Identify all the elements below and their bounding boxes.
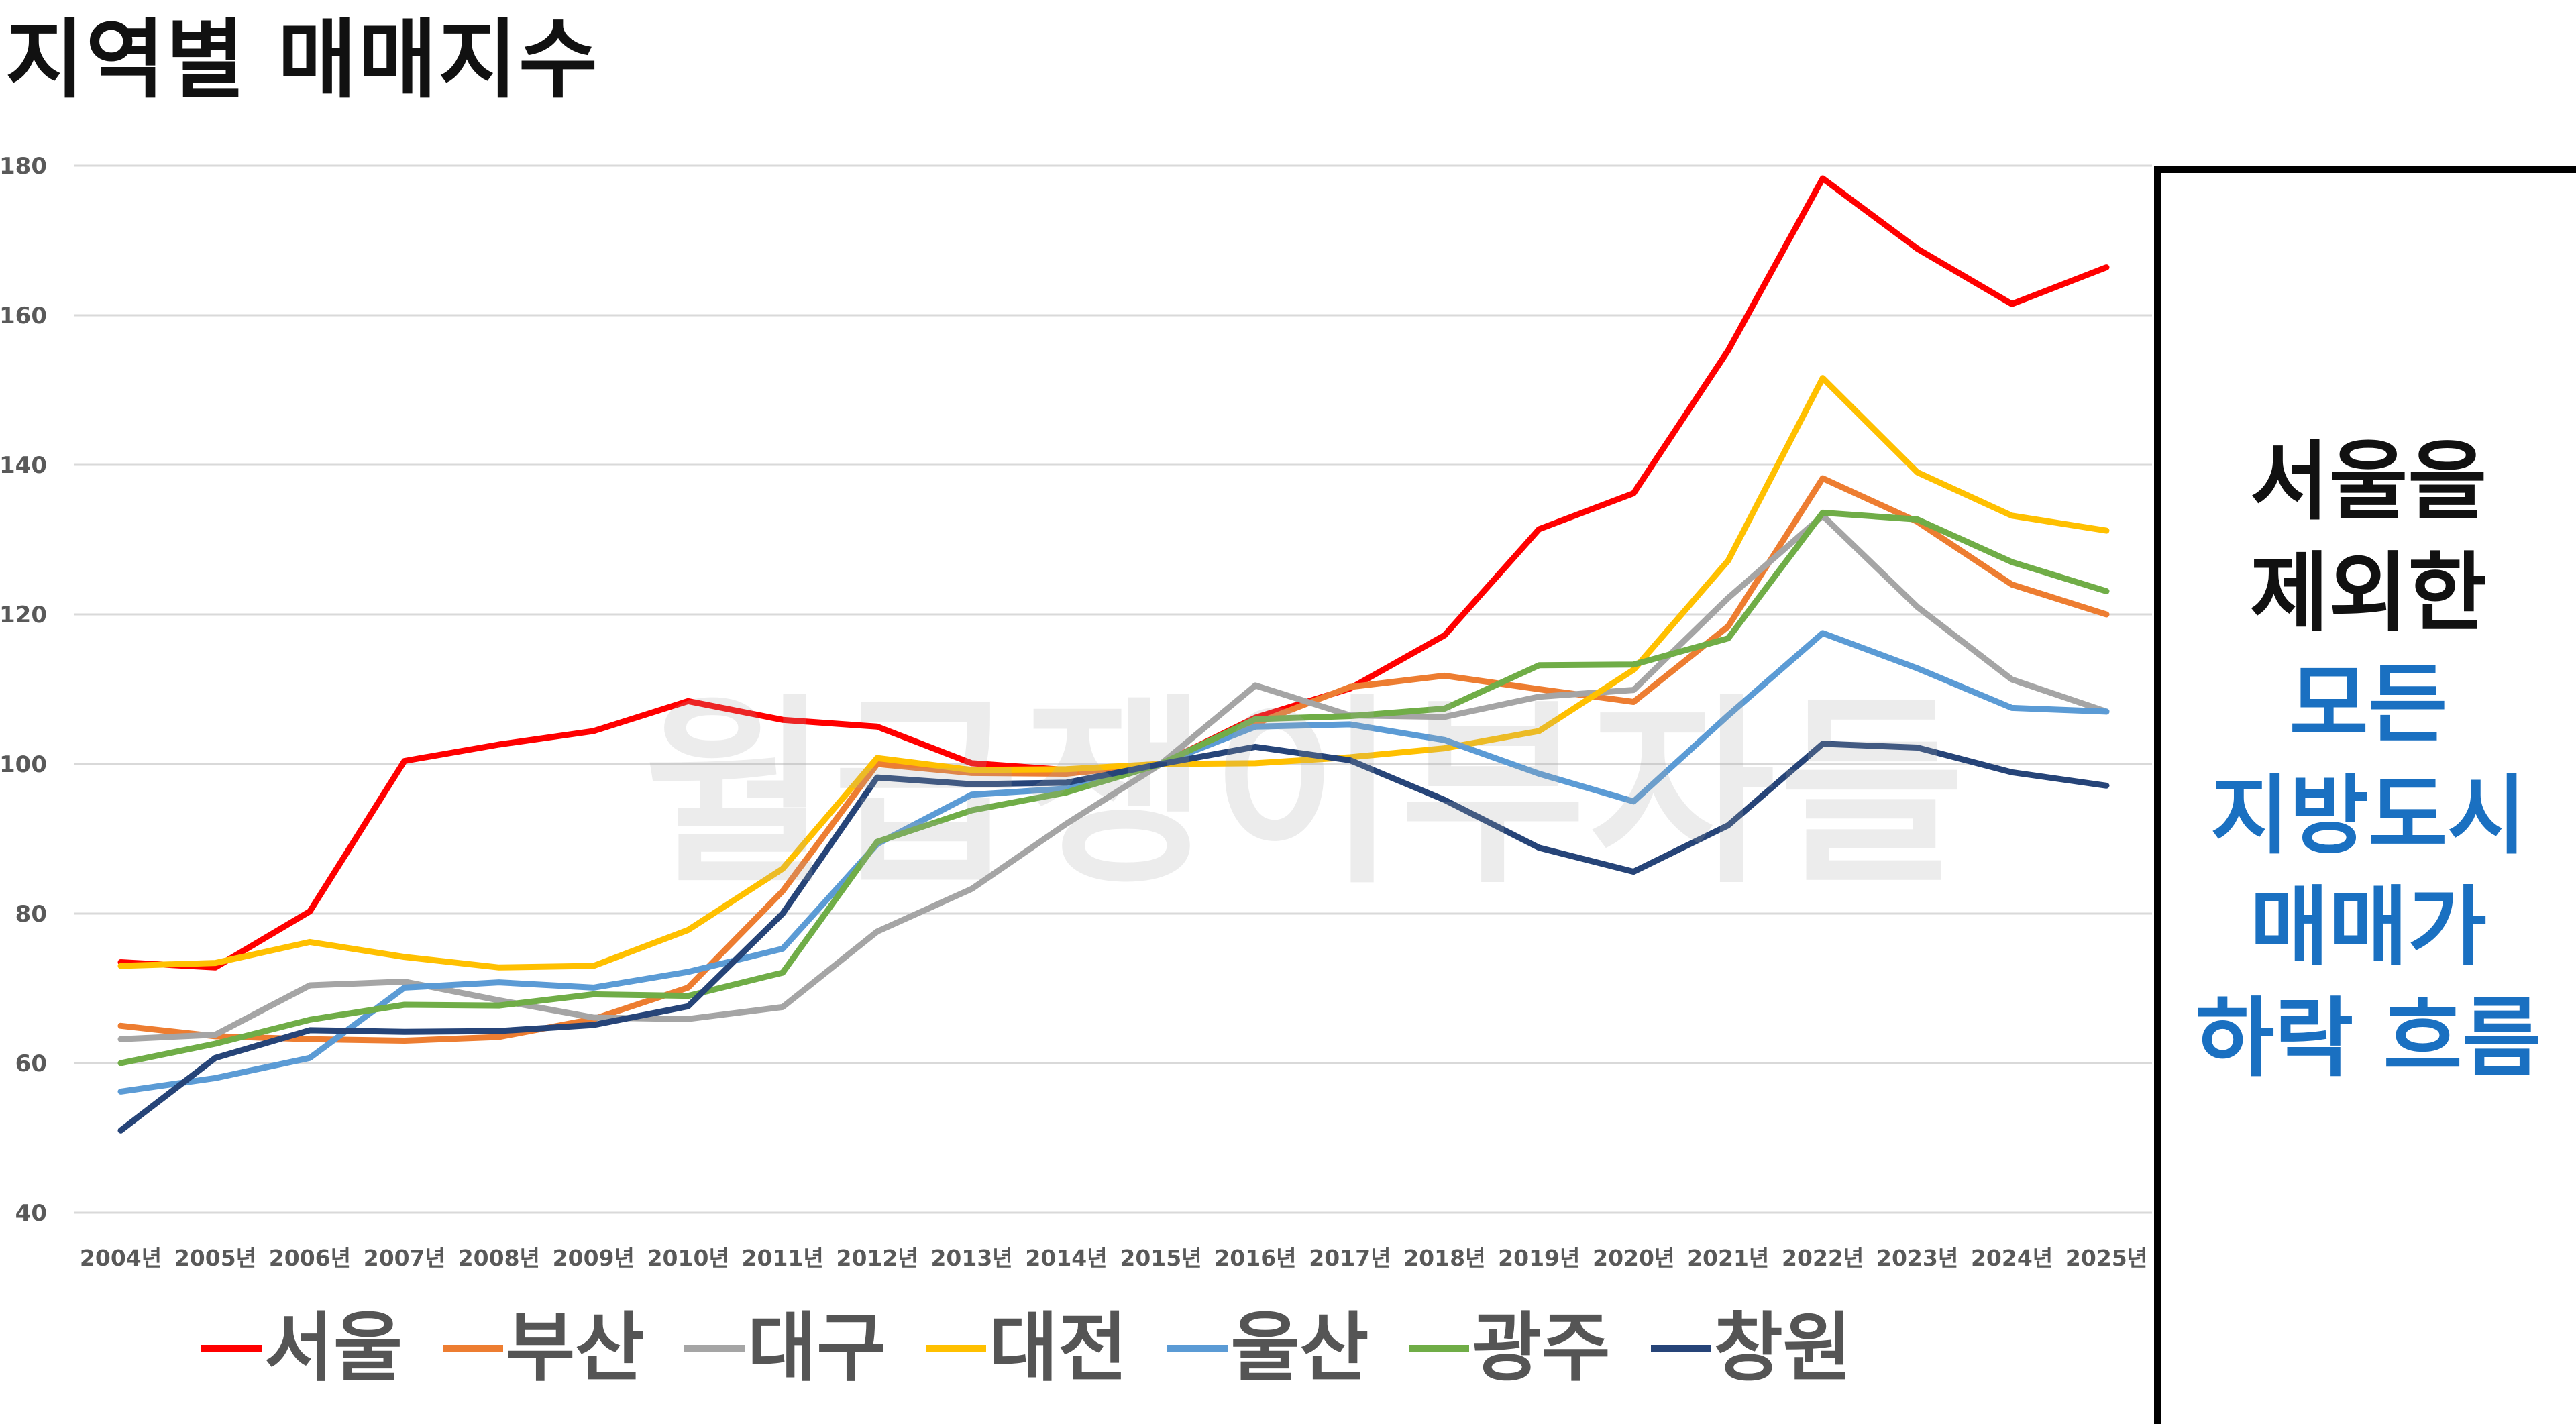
series-line-울산 bbox=[117, 630, 2110, 1095]
x-tick-label: 2009년 bbox=[553, 1245, 635, 1271]
x-tick-label: 2025년 bbox=[2065, 1245, 2147, 1271]
x-tick-label: 2012년 bbox=[837, 1245, 918, 1271]
chart-legend: 서울 부산 대구 대전 울산 광주 창원 bbox=[201, 1301, 1852, 1395]
y-tick-label: 80 bbox=[15, 901, 47, 928]
x-tick-label: 2006년 bbox=[269, 1245, 351, 1271]
y-tick-label: 180 bbox=[0, 153, 47, 180]
y-tick-label: 160 bbox=[0, 303, 47, 329]
annotation-line-highlight: 모든 bbox=[2289, 655, 2448, 755]
legend-label: 대구 bbox=[747, 1305, 886, 1392]
x-tick-label: 2014년 bbox=[1025, 1245, 1107, 1271]
y-tick-label: 120 bbox=[0, 602, 47, 628]
legend-swatch bbox=[1650, 1345, 1711, 1352]
annotation-line-highlight: 하락 흐름 bbox=[2195, 989, 2542, 1089]
x-tick-label: 2016년 bbox=[1214, 1245, 1296, 1271]
annotation-line: 제외한 bbox=[2249, 543, 2487, 643]
legend-swatch bbox=[443, 1345, 504, 1352]
x-tick-label: 2018년 bbox=[1403, 1245, 1485, 1271]
legend-swatch bbox=[926, 1345, 987, 1352]
legend-label: 서울 bbox=[264, 1305, 403, 1392]
y-tick-labels: 40 60 80 100 120 140 160 180 bbox=[0, 153, 47, 1227]
series-line-대전 bbox=[117, 375, 2110, 971]
series-line-서울 bbox=[117, 175, 2110, 971]
legend-label: 부산 bbox=[506, 1305, 645, 1392]
x-tick-label: 2004년 bbox=[80, 1245, 162, 1271]
x-tick-labels: 2004년 2005년 2006년 2007년 2008년 2009년 2010년 2011년… bbox=[80, 1245, 2147, 1271]
x-tick-label: 2021년 bbox=[1687, 1245, 1769, 1271]
y-tick-label: 140 bbox=[0, 452, 47, 479]
legend-item: 서울 bbox=[201, 1301, 402, 1395]
x-tick-label: 2020년 bbox=[1593, 1245, 1674, 1271]
legend-label: 창원 bbox=[1713, 1305, 1852, 1392]
x-tick-label: 2024년 bbox=[1971, 1245, 2053, 1271]
x-tick-label: 2022년 bbox=[1782, 1245, 1864, 1271]
legend-item: 창원 bbox=[1650, 1301, 1852, 1395]
legend-item: 울산 bbox=[1167, 1301, 1368, 1395]
series-line-대구 bbox=[117, 512, 2110, 1042]
y-tick-label: 40 bbox=[15, 1200, 47, 1227]
annotation-line-highlight: 매매가 bbox=[2249, 877, 2487, 977]
x-tick-label: 2017년 bbox=[1309, 1245, 1391, 1271]
x-tick-label: 2019년 bbox=[1498, 1245, 1580, 1271]
series-line-광주 bbox=[117, 509, 2110, 1066]
legend-swatch bbox=[684, 1345, 745, 1352]
annotation-box: 서울을 제외한 모든 지방도시 매매가 하락 흐름 bbox=[2154, 166, 2576, 1424]
x-tick-label: 2007년 bbox=[364, 1245, 445, 1271]
annotation-line-highlight: 지방도시 bbox=[2210, 766, 2527, 866]
series-lines bbox=[117, 175, 2110, 1134]
annotation-line: 서울을 bbox=[2249, 432, 2487, 532]
annotation-text: 서울을 제외한 모든 지방도시 매매가 하락 흐름 bbox=[2161, 427, 2576, 1095]
x-tick-label: 2005년 bbox=[174, 1245, 256, 1271]
x-tick-label: 2013년 bbox=[930, 1245, 1012, 1271]
x-tick-label: 2011년 bbox=[742, 1245, 824, 1271]
y-tick-label: 60 bbox=[15, 1050, 47, 1077]
grid-lines bbox=[74, 164, 2152, 1214]
legend-label: 대전 bbox=[989, 1305, 1128, 1392]
page-title: 지역별 매매지수 bbox=[5, 10, 599, 110]
legend-item: 대전 bbox=[926, 1301, 1127, 1395]
legend-swatch bbox=[1167, 1345, 1228, 1352]
x-tick-label: 2010년 bbox=[647, 1245, 729, 1271]
x-tick-label: 2008년 bbox=[458, 1245, 540, 1271]
y-tick-label: 100 bbox=[0, 751, 47, 778]
x-tick-label: 2023년 bbox=[1876, 1245, 1958, 1271]
legend-item: 부산 bbox=[443, 1301, 644, 1395]
legend-label: 광주 bbox=[1472, 1305, 1611, 1392]
legend-swatch bbox=[201, 1345, 262, 1352]
series-line-창원 bbox=[117, 741, 2110, 1134]
legend-item: 광주 bbox=[1409, 1301, 1611, 1395]
legend-label: 울산 bbox=[1230, 1305, 1369, 1392]
legend-item: 대구 bbox=[684, 1301, 885, 1395]
legend-swatch bbox=[1409, 1345, 1470, 1352]
x-tick-label: 2015년 bbox=[1120, 1245, 1201, 1271]
